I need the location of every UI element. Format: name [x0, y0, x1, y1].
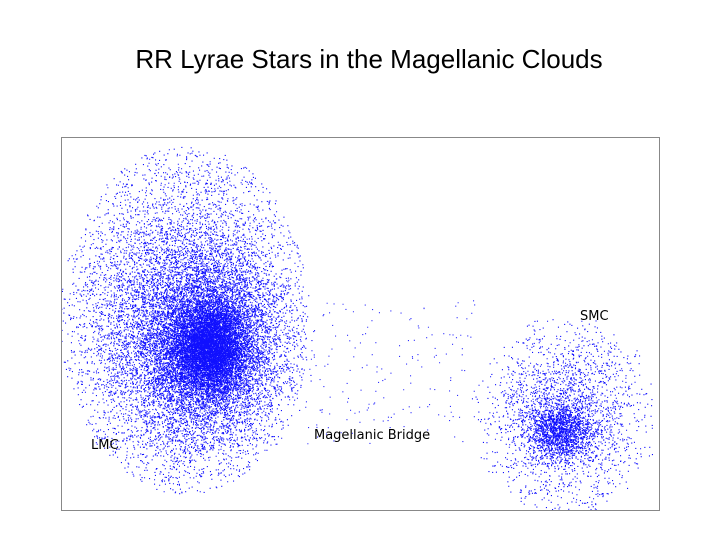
- slide-title: RR Lyrae Stars in the Magellanic Clouds: [135, 44, 602, 74]
- lmc-core: [151, 279, 268, 418]
- smc-label: SMC: [580, 309, 609, 324]
- smc-halo: [471, 319, 653, 510]
- smc-core: [516, 392, 603, 470]
- lmc-halo: [62, 146, 310, 495]
- bridge-label: Magellanic Bridge: [314, 428, 430, 443]
- lmc-label: LMC: [91, 438, 119, 453]
- star-field: [62, 146, 653, 510]
